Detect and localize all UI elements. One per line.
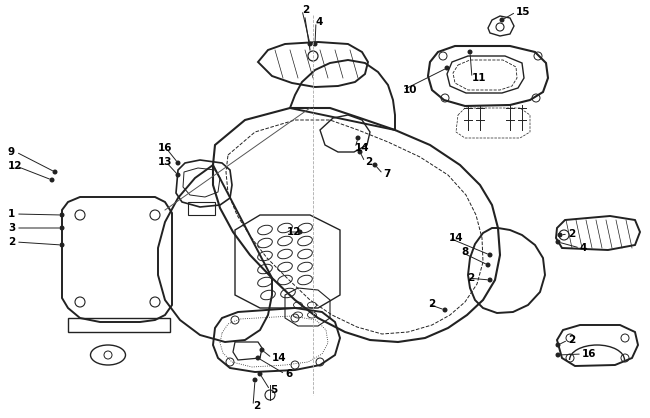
- Circle shape: [356, 135, 361, 140]
- Circle shape: [60, 225, 64, 230]
- Text: 1: 1: [8, 209, 15, 219]
- Circle shape: [556, 352, 560, 357]
- Circle shape: [558, 232, 562, 237]
- Circle shape: [298, 229, 302, 234]
- Circle shape: [372, 163, 378, 168]
- Text: 4: 4: [580, 243, 588, 253]
- Circle shape: [257, 372, 263, 377]
- Circle shape: [486, 263, 491, 268]
- Circle shape: [255, 355, 261, 360]
- Text: 14: 14: [272, 353, 287, 363]
- Text: 12: 12: [8, 161, 23, 171]
- Text: 2: 2: [302, 5, 309, 15]
- Circle shape: [556, 240, 560, 245]
- Text: 12: 12: [287, 227, 302, 237]
- Text: 2: 2: [568, 335, 575, 345]
- Circle shape: [499, 18, 504, 23]
- Circle shape: [358, 150, 363, 155]
- Circle shape: [467, 49, 473, 54]
- Circle shape: [53, 170, 57, 174]
- Circle shape: [60, 212, 64, 217]
- Text: 11: 11: [472, 73, 486, 83]
- Text: 16: 16: [582, 349, 597, 359]
- Text: 2: 2: [253, 401, 260, 411]
- Text: 5: 5: [270, 385, 278, 395]
- Text: 9: 9: [8, 147, 15, 157]
- Circle shape: [49, 178, 55, 183]
- Text: 2: 2: [365, 157, 372, 167]
- Text: 2: 2: [568, 229, 575, 239]
- Text: 8: 8: [461, 247, 468, 257]
- Text: 14: 14: [355, 143, 370, 153]
- Circle shape: [443, 308, 447, 313]
- Circle shape: [488, 278, 493, 283]
- Text: 16: 16: [158, 143, 172, 153]
- Circle shape: [313, 41, 317, 46]
- Text: 14: 14: [449, 233, 463, 243]
- Text: 2: 2: [428, 299, 436, 309]
- Text: 4: 4: [316, 17, 324, 27]
- Circle shape: [307, 41, 313, 46]
- Circle shape: [488, 252, 493, 257]
- Circle shape: [176, 173, 181, 178]
- Text: 2: 2: [467, 273, 474, 283]
- Text: 13: 13: [158, 157, 172, 167]
- Circle shape: [252, 377, 257, 382]
- Circle shape: [556, 342, 560, 347]
- Text: 7: 7: [383, 169, 391, 179]
- Circle shape: [60, 242, 64, 247]
- Text: 10: 10: [403, 85, 417, 95]
- Circle shape: [176, 161, 181, 166]
- Circle shape: [445, 66, 450, 71]
- Text: 3: 3: [8, 223, 15, 233]
- Text: 6: 6: [285, 369, 292, 379]
- Text: 15: 15: [516, 7, 530, 17]
- Text: 2: 2: [8, 237, 15, 247]
- Circle shape: [259, 347, 265, 352]
